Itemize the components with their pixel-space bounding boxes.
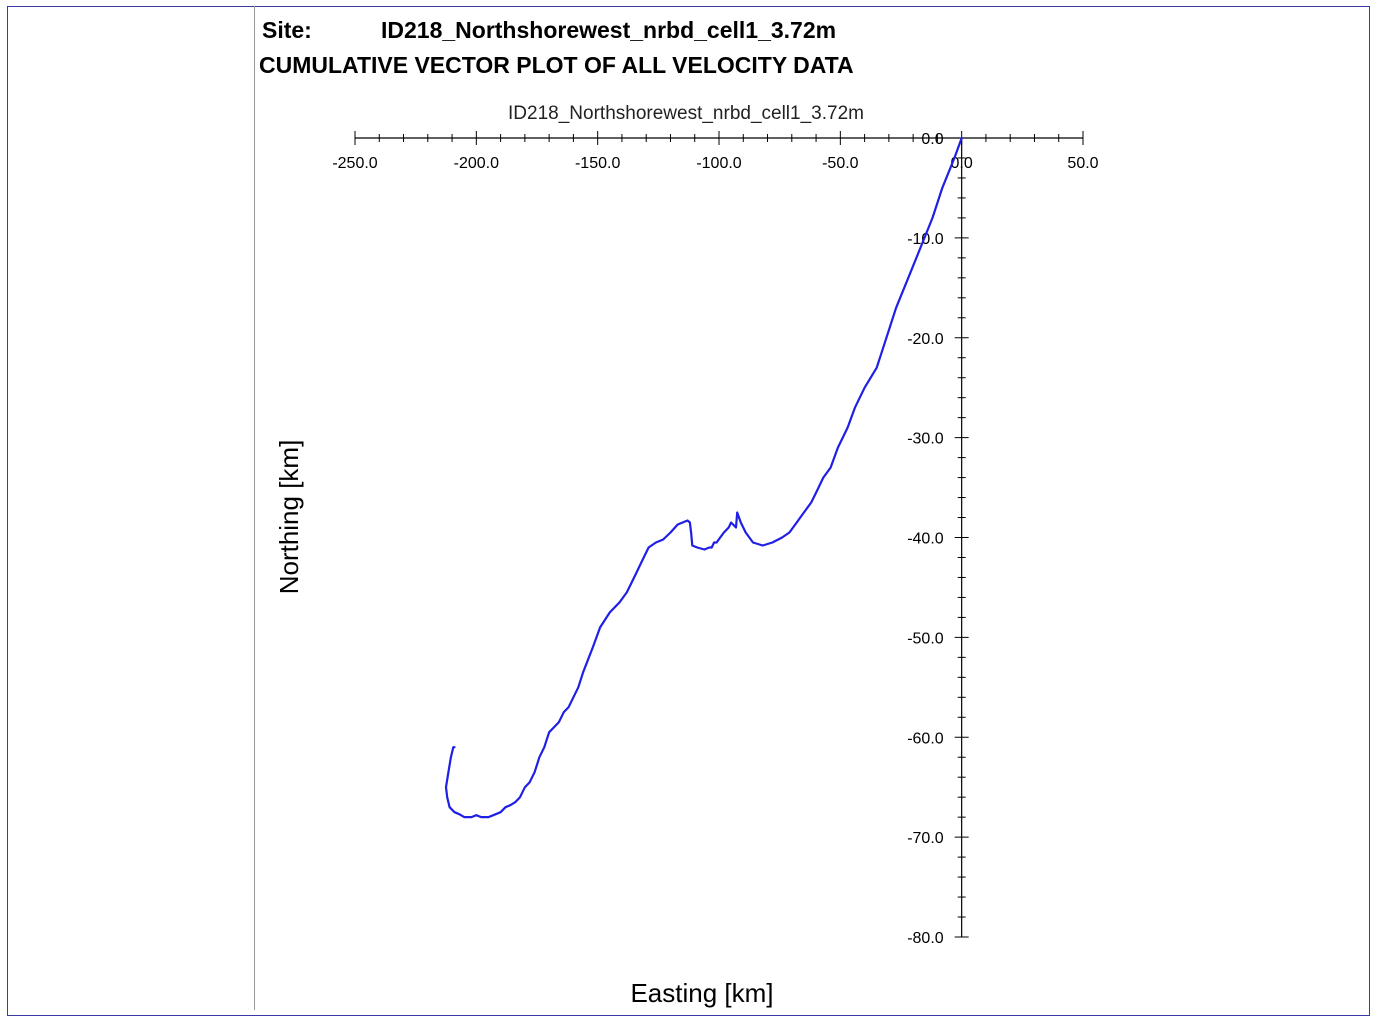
chart-frame: [7, 6, 1370, 1016]
y-axis-title: Northing [km]: [274, 440, 304, 595]
x-tick-label: -50.0: [822, 155, 859, 172]
x-axis-title: Easting [km]: [630, 978, 773, 1008]
y-tick-label: -40.0: [907, 531, 944, 548]
y-tick-label: 0.0: [921, 131, 943, 148]
x-axis: -250.0 -200.0 -150.0 -100.0 -50.0 0.0 50.0: [332, 131, 1099, 172]
y-tick-label: -50.0: [907, 630, 944, 647]
y-tick-label: -30.0: [907, 431, 944, 448]
x-tick-label: -200.0: [454, 155, 499, 172]
x-tick-label: -150.0: [575, 155, 620, 172]
x-tick-label: -100.0: [696, 155, 741, 172]
chart-title: ID218_Northshorewest_nrbd_cell1_3.72m: [508, 103, 864, 124]
y-tick-label: -20.0: [907, 331, 944, 348]
site-label: Site:: [262, 17, 312, 43]
x-tick-label: 50.0: [1067, 155, 1098, 172]
y-tick-label: -80.0: [907, 930, 944, 947]
site-name: ID218_Northshorewest_nrbd_cell1_3.72m: [381, 17, 837, 43]
series-layer: [444, 136, 963, 819]
y-tick-label: -70.0: [907, 830, 944, 847]
x-tick-label: -250.0: [332, 155, 377, 172]
plot-heading: CUMULATIVE VECTOR PLOT OF ALL VELOCITY D…: [259, 52, 854, 78]
y-axis: 0.0 -10.0 -20.0 -30.0 -40.0 -50.0 -60.0 -70.0 -8…: [907, 131, 969, 947]
y-tick-label: -10.0: [907, 231, 944, 248]
left-divider: [254, 6, 255, 1010]
y-tick-label: -60.0: [907, 730, 944, 747]
vector-path-line: [444, 136, 963, 819]
